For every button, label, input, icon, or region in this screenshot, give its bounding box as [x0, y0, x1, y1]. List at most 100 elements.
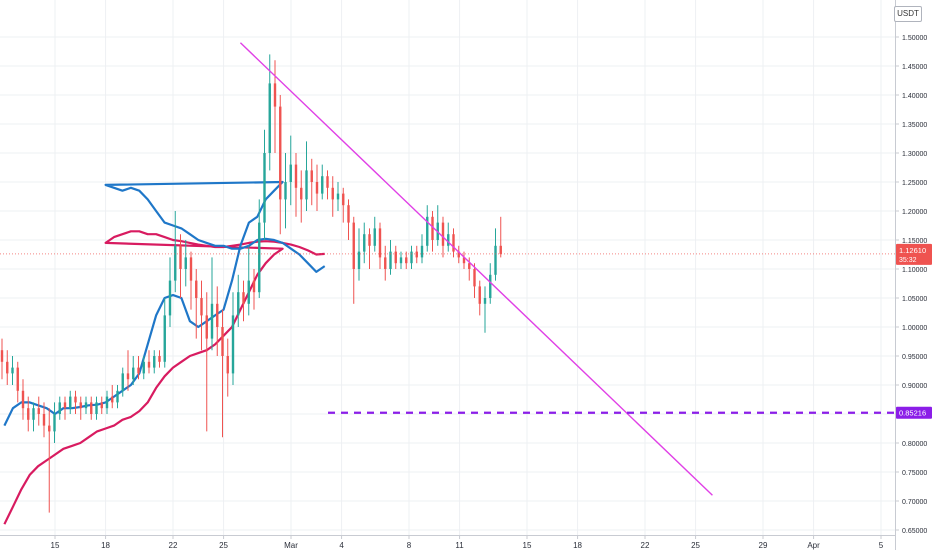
x-tick-label: 22 — [169, 541, 178, 550]
y-tick-label: 1.00000 — [902, 325, 927, 332]
x-tick-label: 25 — [219, 541, 228, 550]
y-tick-label: 0.95000 — [902, 354, 927, 361]
candle-body — [368, 234, 371, 246]
candle-body — [268, 83, 271, 153]
candle-body — [126, 373, 130, 380]
x-tick-label: 18 — [101, 541, 110, 550]
y-tick-label: 1.30000 — [902, 151, 927, 158]
x-tick-label: 5 — [879, 541, 884, 550]
candle-body — [294, 164, 298, 188]
price-axis-background — [895, 0, 932, 550]
candle-body — [121, 373, 124, 391]
candle-body — [42, 414, 46, 426]
y-tick-label: 1.20000 — [902, 209, 927, 216]
candle-body — [415, 251, 418, 258]
candle-body — [48, 425, 51, 432]
candle-body — [452, 234, 455, 252]
candle-body — [252, 280, 256, 293]
candle-body — [441, 222, 445, 246]
y-tick-label: 1.15000 — [902, 238, 927, 245]
candle-body — [326, 176, 329, 188]
x-tick-label: Mar — [284, 541, 298, 550]
y-tick-label: 1.40000 — [902, 93, 927, 100]
y-tick-label: 0.80000 — [902, 441, 927, 448]
moving-average-fast — [3, 180, 326, 427]
candle-body — [363, 234, 366, 252]
last-price-label: 1.12610 — [899, 246, 926, 255]
candle-body — [27, 408, 30, 420]
candle-body — [158, 356, 161, 362]
candle-body — [84, 402, 88, 409]
candle-body — [100, 402, 103, 409]
candle-body — [420, 245, 424, 258]
candle-body — [37, 408, 40, 414]
candle-body — [11, 367, 14, 374]
candle-body — [184, 257, 187, 269]
candle-body — [384, 257, 387, 269]
x-tick-label: 29 — [759, 541, 768, 550]
candle-body — [499, 245, 502, 254]
candle-body — [347, 205, 350, 223]
candle-body — [300, 187, 303, 200]
candle-body — [378, 228, 382, 258]
x-tick-label: 15 — [51, 541, 60, 550]
candle-body — [373, 228, 376, 246]
candle-body — [21, 390, 25, 409]
candle-body — [195, 280, 198, 298]
candle-body — [137, 367, 140, 374]
candle-body — [242, 292, 245, 304]
candle-body — [468, 263, 471, 269]
candle-body — [263, 153, 266, 223]
candle-body — [237, 292, 240, 316]
x-tick-label: 22 — [641, 541, 650, 550]
candle-body — [284, 182, 287, 200]
candle-body — [279, 106, 282, 200]
support-price-badge — [896, 406, 932, 419]
candle-body — [352, 222, 355, 269]
candle-body — [399, 257, 403, 264]
candle-body — [53, 414, 56, 432]
candle-body — [431, 216, 434, 240]
candle-body — [95, 402, 98, 414]
candle-body — [336, 193, 340, 200]
y-tick-label: 0.70000 — [902, 499, 927, 506]
candle-body — [321, 176, 324, 194]
candle-body — [247, 280, 250, 304]
countdown-label: 35:32 — [899, 257, 917, 264]
candle-body — [6, 361, 9, 374]
candle-body — [331, 187, 334, 200]
candle-body — [16, 367, 19, 391]
candle-body — [494, 245, 497, 275]
candle-body — [226, 356, 229, 374]
candle-body — [405, 257, 408, 264]
candle-body — [79, 402, 82, 409]
candle-body — [216, 303, 219, 327]
grid — [0, 0, 895, 535]
candle-body — [189, 257, 193, 281]
candle-body — [32, 408, 35, 420]
y-tick-label: 0.65000 — [902, 528, 927, 535]
price-badges: 1.12610 35:32 0.85216 — [896, 243, 932, 419]
candle-body — [63, 402, 67, 409]
support-price-label: 0.85216 — [899, 409, 926, 418]
candle-body — [111, 396, 114, 403]
candle-body — [489, 274, 492, 298]
candle-body — [394, 251, 397, 264]
y-tick-label: 0.90000 — [902, 383, 927, 390]
y-tick-label: 1.25000 — [902, 180, 927, 187]
candle-body — [174, 245, 177, 281]
y-tick-label: 1.35000 — [902, 122, 927, 129]
x-tick-label: 4 — [339, 541, 344, 550]
candle-body — [357, 251, 361, 269]
candle-body — [273, 83, 277, 107]
y-tick-label: 0.75000 — [902, 470, 927, 477]
currency-badge[interactable]: USDT — [894, 6, 922, 22]
moving-averages — [3, 180, 326, 525]
last-price-badge — [896, 243, 932, 265]
candle-body — [153, 356, 156, 368]
candle-body — [426, 216, 429, 246]
candle-body — [410, 251, 413, 264]
